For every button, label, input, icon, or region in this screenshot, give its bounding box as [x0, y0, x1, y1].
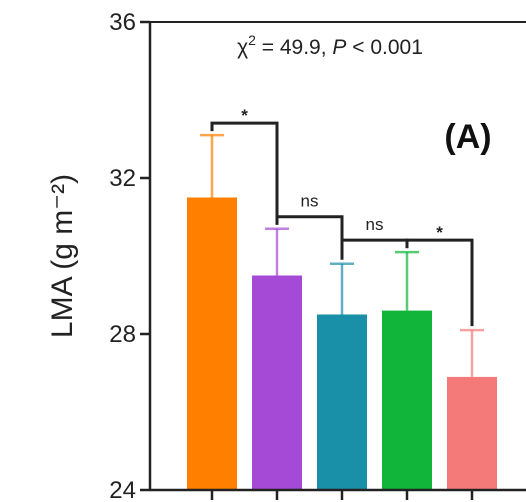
y-tick-label: 32: [109, 165, 136, 192]
significance-layer: * ns ns *: [210, 106, 474, 327]
significance-label: *: [436, 223, 443, 242]
significance-bracket: [405, 238, 474, 327]
stat-suffix: < 0.001: [346, 36, 422, 59]
bars-layer: [187, 197, 497, 490]
y-tick-label: 36: [109, 9, 136, 36]
chi-square-stat: χ2 = 49.9, P < 0.001: [237, 32, 423, 59]
panel-label: (A): [444, 118, 491, 156]
tick-layer: 24 28 32 36: [109, 9, 474, 502]
bar: [447, 376, 497, 490]
significance-label: ns: [366, 215, 384, 234]
stat-p: P: [332, 36, 346, 59]
y-axis-label: LMA (g m⁻²): [46, 174, 79, 338]
significance-label: *: [241, 106, 248, 125]
error-bars-layer: [200, 133, 484, 377]
stat-middle: = 49.9,: [256, 36, 332, 59]
bar: [382, 310, 432, 490]
significance-label: ns: [301, 192, 319, 211]
bar: [187, 197, 237, 490]
significance-bracket: [275, 215, 344, 260]
y-tick-label: 28: [109, 321, 136, 348]
bar: [317, 314, 367, 490]
y-tick-label: 24: [109, 477, 136, 502]
stat-sup: 2: [248, 32, 256, 48]
stat-prefix: χ: [237, 36, 248, 59]
bar: [252, 275, 302, 490]
significance-bracket: [210, 121, 279, 225]
